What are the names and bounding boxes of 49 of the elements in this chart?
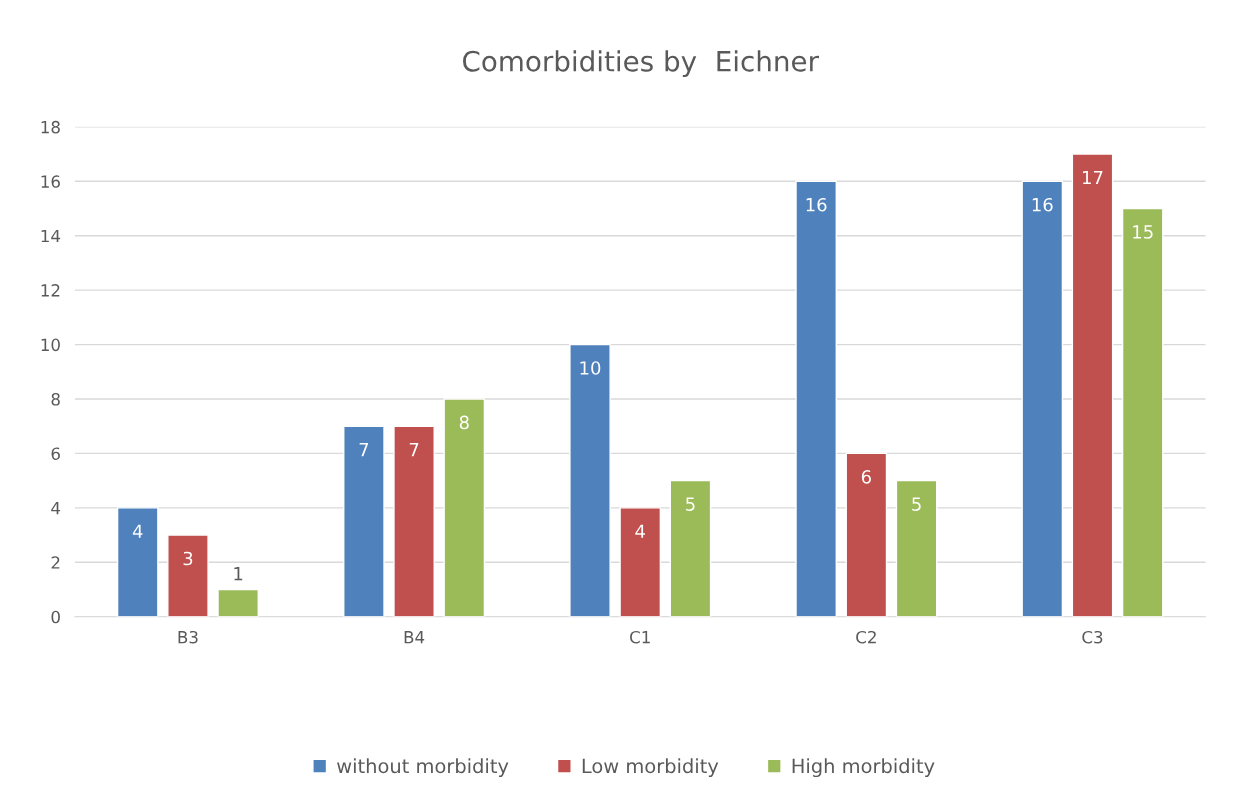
data-label: 4 [635,524,645,538]
y-tick-label: 14 [41,229,61,243]
legend-label: without morbidity [337,758,509,778]
x-tick-label: B3 [178,630,198,644]
data-label: 5 [686,497,695,511]
y-tick-label: 12 [41,284,60,297]
y-tick-label: 18 [41,120,60,134]
data-label: 17 [1082,170,1103,185]
legend-label: Low morbidity [582,758,719,778]
y-tick-label: 4 [51,502,61,515]
x-tick-label: C2 [856,630,876,644]
data-label: 16 [1032,197,1053,212]
data-label: 16 [806,197,827,212]
bar [393,425,435,617]
y-tick-label: 0 [51,610,60,624]
data-label: 7 [359,443,369,457]
y-tick-label: 6 [51,447,60,460]
bar [669,479,712,617]
data-label: 6 [861,470,871,484]
bar [845,452,888,617]
bar [116,507,159,617]
bar [895,479,938,617]
x-tick-label: C3 [1082,630,1103,644]
chart-title: Comorbidities by Eichner [463,50,819,78]
bar [619,507,662,617]
y-tick-label: 10 [41,338,60,352]
bar [795,180,837,617]
data-label: 4 [132,524,143,538]
y-tick-label: 8 [51,392,60,406]
data-label: 1 [234,567,243,581]
x-tick-label: B4 [404,631,425,644]
data-label: 3 [183,551,193,566]
bar [1021,180,1064,617]
bar [343,425,385,617]
bar [217,588,259,617]
bar [167,534,209,617]
bar [569,343,611,617]
bar [1121,207,1164,617]
legend-label: High morbidity [792,758,935,778]
data-label: 5 [912,497,921,511]
bar [1071,153,1114,617]
y-tick-label: 2 [51,556,60,569]
y-tick-label: 16 [41,175,60,188]
x-tick-label: C1 [630,630,650,644]
data-label: 8 [459,415,469,430]
bar [443,398,486,617]
data-label: 10 [580,361,601,375]
data-label: 15 [1133,225,1153,239]
data-label: 7 [409,443,419,457]
